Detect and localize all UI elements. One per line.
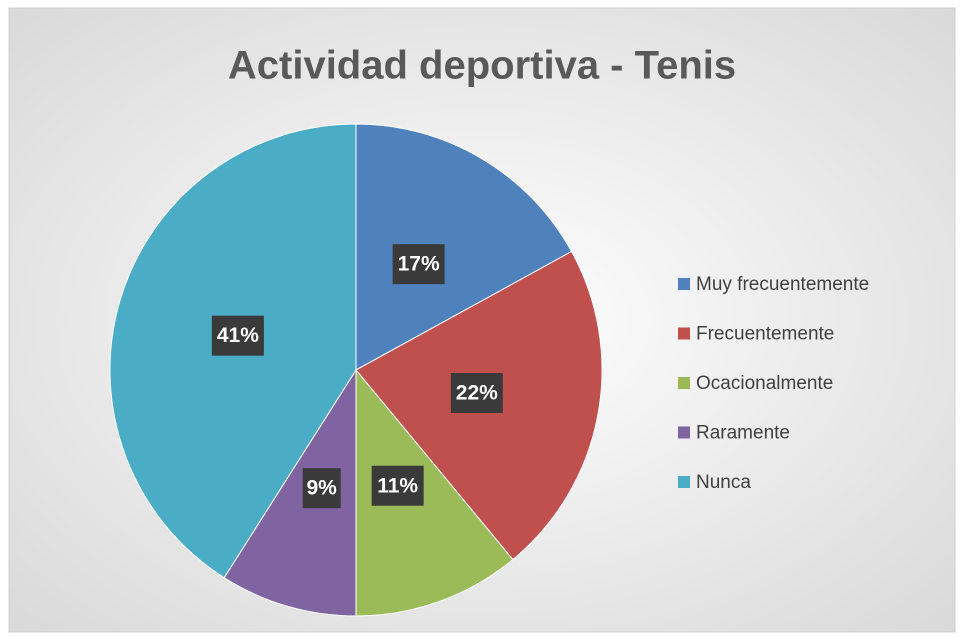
data-label-box (211, 315, 264, 356)
data-label: 41% (217, 324, 259, 347)
legend-swatch (678, 476, 690, 488)
pie-slice (355, 123, 573, 371)
data-label: 9% (307, 477, 338, 500)
data-label-box (450, 373, 503, 414)
legend-label: Ocacionalmente (696, 373, 833, 394)
legend-swatch (678, 278, 690, 290)
data-label: 17% (398, 253, 440, 276)
legend-swatch (678, 327, 690, 340)
chart-title: Actividad deportiva - Tenis (228, 44, 736, 88)
pie-slice (223, 368, 357, 617)
legend-label: Nunca (696, 472, 751, 493)
legend-label: Frecuentemente (696, 324, 834, 345)
data-label-box (392, 244, 445, 285)
pie-slice (355, 368, 514, 617)
legend-label: Raramente (696, 423, 790, 444)
legend-label: Muy frecuentemente (696, 274, 869, 295)
data-label-box (371, 465, 424, 506)
data-label: 11% (377, 474, 418, 497)
data-label-box (302, 468, 341, 509)
legend-swatch (678, 426, 690, 439)
legend-swatch (678, 377, 690, 389)
data-label: 22% (456, 382, 498, 405)
